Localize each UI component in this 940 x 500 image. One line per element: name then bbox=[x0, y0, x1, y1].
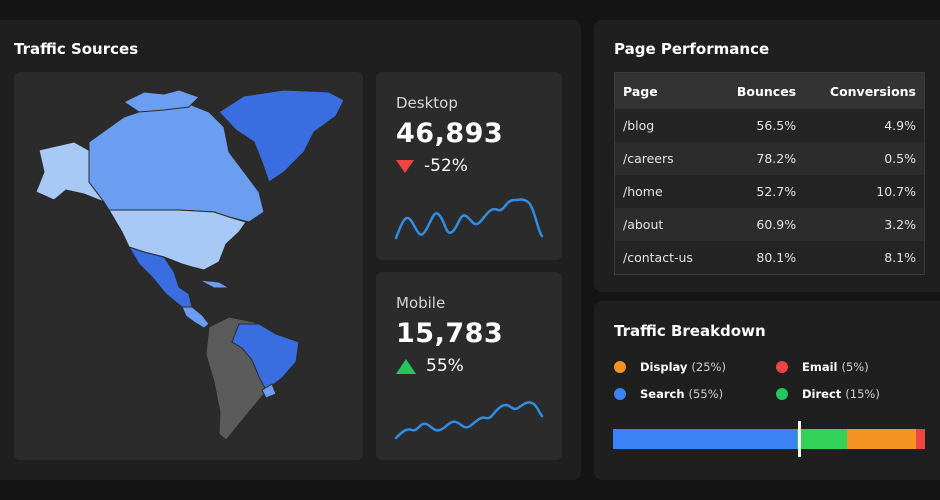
traffic-sources-panel: Traffic Sources De bbox=[0, 20, 581, 480]
map-region-brazil bbox=[231, 323, 300, 391]
americas-map bbox=[35, 89, 345, 441]
bar-segment-display[interactable] bbox=[846, 429, 916, 449]
desktop-value: 46,893 bbox=[396, 118, 504, 149]
cell-page: /careers bbox=[614, 142, 716, 175]
map-region-usa bbox=[108, 209, 247, 271]
desktop-label: Desktop bbox=[396, 94, 458, 112]
legend-percent: (5%) bbox=[841, 360, 869, 374]
table-row[interactable]: /careers 78.2% 0.5% bbox=[614, 142, 925, 175]
legend-item-direct[interactable]: Direct (15%) bbox=[776, 387, 880, 401]
legend-label: Search bbox=[640, 387, 685, 401]
cell-conversions: 0.5% bbox=[804, 142, 925, 175]
desktop-stat-card[interactable]: Desktop 46,893 -52% bbox=[376, 72, 562, 260]
table-row[interactable]: /about 60.9% 3.2% bbox=[614, 208, 925, 241]
desktop-change: -52% bbox=[396, 156, 468, 176]
cell-page: /about bbox=[614, 208, 716, 241]
cell-page: /home bbox=[614, 175, 716, 208]
cell-conversions: 3.2% bbox=[804, 208, 925, 241]
traffic-breakdown-panel: Traffic Breakdown Display (25%) Email (5… bbox=[594, 301, 940, 480]
map-region-uruguay bbox=[261, 383, 277, 399]
cell-conversions: 4.9% bbox=[804, 109, 925, 142]
bar-segment-search[interactable] bbox=[613, 429, 798, 449]
legend-percent: (15%) bbox=[845, 387, 880, 401]
legend-label: Direct bbox=[802, 387, 842, 401]
legend-label: Display bbox=[640, 360, 688, 374]
page-performance-title: Page Performance bbox=[614, 40, 770, 58]
traffic-breakdown-title: Traffic Breakdown bbox=[614, 322, 766, 340]
legend-item-search[interactable]: Search (55%) bbox=[614, 387, 723, 401]
mobile-value: 15,783 bbox=[396, 318, 504, 349]
legend-percent: (55%) bbox=[688, 387, 724, 401]
table-row[interactable]: /home 52.7% 10.7% bbox=[614, 175, 925, 208]
column-header-bounces[interactable]: Bounces bbox=[715, 72, 805, 109]
desktop-sparkline bbox=[394, 198, 544, 240]
cell-conversions: 8.1% bbox=[804, 241, 925, 275]
legend-item-display[interactable]: Display (25%) bbox=[614, 360, 726, 374]
traffic-map[interactable] bbox=[14, 72, 363, 460]
legend-dot-icon bbox=[776, 361, 788, 373]
trend-up-icon bbox=[396, 358, 416, 374]
table-row[interactable]: /contact-us 80.1% 8.1% bbox=[614, 241, 925, 275]
map-region-greenland bbox=[218, 89, 345, 183]
cell-bounces: 60.9% bbox=[715, 208, 805, 241]
desktop-change-value: -52% bbox=[424, 156, 468, 176]
traffic-stacked-bar[interactable] bbox=[613, 429, 925, 449]
legend-dot-icon bbox=[614, 388, 626, 400]
legend-percent: (25%) bbox=[691, 360, 726, 374]
table-header-row: Page Bounces Conversions bbox=[614, 72, 925, 109]
cell-conversions: 10.7% bbox=[804, 175, 925, 208]
traffic-sources-title: Traffic Sources bbox=[14, 40, 139, 58]
legend-label: Email bbox=[802, 360, 838, 374]
cell-bounces: 80.1% bbox=[715, 241, 805, 275]
mobile-change: 55% bbox=[396, 356, 464, 376]
mobile-stat-card[interactable]: Mobile 15,783 55% bbox=[376, 272, 562, 460]
mobile-change-value: 55% bbox=[426, 356, 464, 376]
page-performance-panel: Page Performance Page Bounces Conversion… bbox=[594, 20, 940, 292]
map-region-caribbean bbox=[198, 279, 231, 289]
cell-page: /contact-us bbox=[614, 241, 716, 275]
bar-segment-email[interactable] bbox=[915, 429, 925, 449]
map-region-alaska bbox=[35, 141, 106, 204]
column-header-page[interactable]: Page bbox=[614, 72, 716, 109]
cell-bounces: 52.7% bbox=[715, 175, 805, 208]
mobile-label: Mobile bbox=[396, 294, 446, 312]
map-region-central-america bbox=[181, 306, 210, 329]
cell-bounces: 78.2% bbox=[715, 142, 805, 175]
page-performance-table: Page Bounces Conversions /blog 56.5% 4.9… bbox=[614, 72, 925, 275]
mobile-sparkline bbox=[394, 401, 544, 440]
bar-segment-direct[interactable] bbox=[797, 429, 847, 449]
table-row[interactable]: /blog 56.5% 4.9% bbox=[614, 109, 925, 142]
trend-down-icon bbox=[396, 159, 414, 173]
legend-dot-icon bbox=[776, 388, 788, 400]
map-region-arctic-islands bbox=[123, 89, 200, 113]
stacked-bar-marker[interactable] bbox=[798, 421, 801, 457]
cell-bounces: 56.5% bbox=[715, 109, 805, 142]
legend-dot-icon bbox=[614, 361, 626, 373]
column-header-conversions[interactable]: Conversions bbox=[804, 72, 925, 109]
map-region-mexico bbox=[127, 246, 193, 308]
cell-page: /blog bbox=[614, 109, 716, 142]
legend-item-email[interactable]: Email (5%) bbox=[776, 360, 869, 374]
